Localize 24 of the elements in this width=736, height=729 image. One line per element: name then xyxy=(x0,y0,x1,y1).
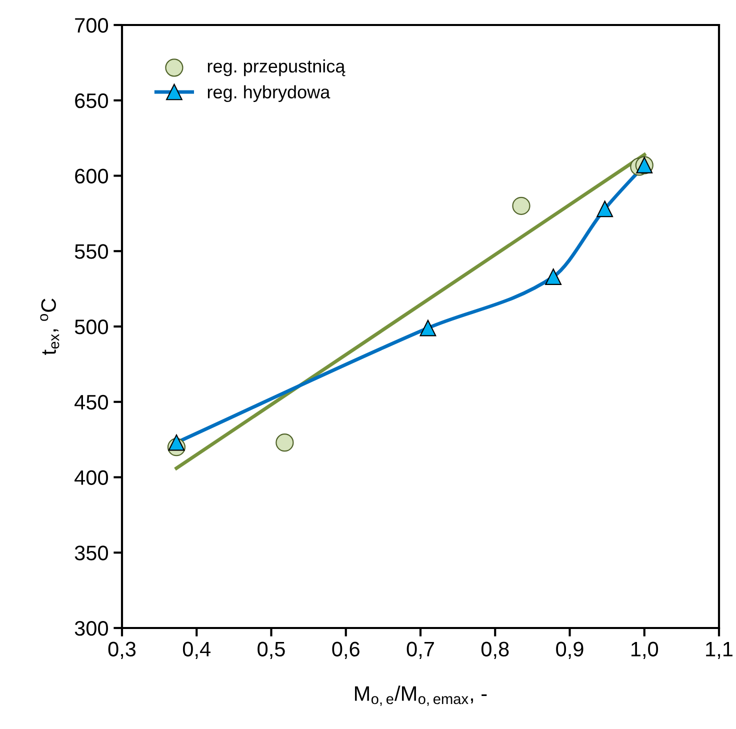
y-tick-label: 350 xyxy=(74,546,108,560)
y-tick-label: 500 xyxy=(74,320,108,334)
legend-label: reg. hybrydowa xyxy=(208,85,330,102)
point xyxy=(512,196,530,215)
x-tick-label: 0,7 xyxy=(406,642,434,659)
y-tick-label: 550 xyxy=(74,244,108,259)
x-tick-label: 0,6 xyxy=(332,642,360,659)
x-tick-label: 0,8 xyxy=(481,642,509,659)
y-tick-label: 700 xyxy=(75,18,108,33)
y-tick-label: 400 xyxy=(74,470,108,486)
point xyxy=(276,434,294,452)
x-axis-title: M$_{o,e}$/M$_{o,emax}$, - xyxy=(355,686,487,706)
legend-label: reg. przepustnicą xyxy=(208,59,346,76)
x-tick-label: 0,9 xyxy=(556,642,584,659)
x-tick-label: 0,3 xyxy=(108,642,136,659)
y-tick-label: 650 xyxy=(75,93,108,108)
x-tick-label: 0,5 xyxy=(258,642,285,659)
y-tick-label: 300 xyxy=(74,621,108,636)
y-tick-label: 600 xyxy=(75,168,108,184)
y-tick-label: 450 xyxy=(74,394,108,410)
x-tick-label: 1,0 xyxy=(631,642,658,659)
x-tick-label: 1,1 xyxy=(706,642,732,659)
x-tick-label: 0,4 xyxy=(182,642,210,659)
y-axis-title: t$_{ex}$, $^{o}$C xyxy=(40,298,60,355)
